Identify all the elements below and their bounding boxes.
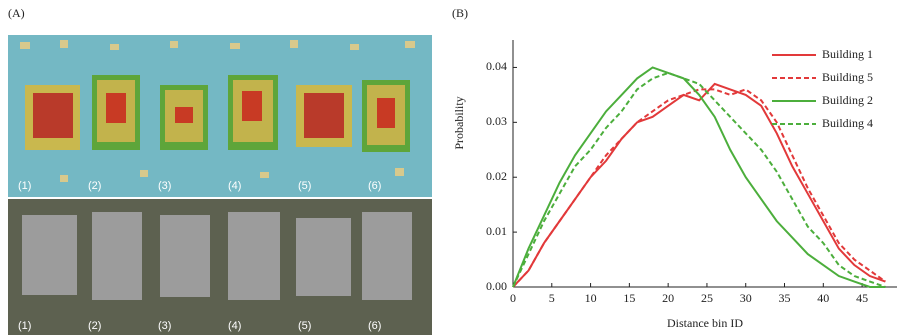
- house-label: (5): [298, 180, 311, 192]
- x-tick-label: 40: [817, 291, 829, 305]
- x-tick-label: 5: [549, 291, 555, 305]
- x-tick-label: 15: [623, 291, 635, 305]
- y-tick-label: 0.00: [486, 279, 507, 293]
- x-tick-label: 0: [510, 291, 516, 305]
- y-tick-label: 0.03: [486, 114, 507, 128]
- panel-label: (A): [8, 6, 25, 20]
- x-tick-label: 20: [662, 291, 674, 305]
- house-label: (1): [18, 320, 31, 332]
- legend-label: Building 1: [822, 47, 873, 61]
- x-tick-label: 25: [701, 291, 713, 305]
- x-axis-label: Distance bin ID: [667, 316, 743, 330]
- panel-label: (B): [452, 6, 468, 20]
- house-label: (2): [88, 180, 101, 192]
- y-tick-label: 0.01: [486, 224, 507, 238]
- house-label: (1): [18, 180, 31, 192]
- series-line: [512, 88, 886, 288]
- legend-label: Building 5: [822, 70, 873, 84]
- x-tick-label: 35: [779, 291, 791, 305]
- house-label: (4): [228, 320, 241, 332]
- x-tick-label: 45: [856, 291, 868, 305]
- house-label: (4): [228, 180, 241, 192]
- house-heights: [25, 75, 410, 152]
- y-tick-label: 0.02: [486, 169, 507, 183]
- x-tick-label: 10: [585, 291, 597, 305]
- house-label: (3): [158, 180, 171, 192]
- house-label: (3): [158, 320, 171, 332]
- house-label: (6): [368, 180, 381, 192]
- series-line: [512, 82, 886, 288]
- y-tick-label: 0.04: [486, 59, 507, 73]
- aerial-photo: [8, 199, 432, 335]
- trees: [20, 40, 415, 182]
- legend-label: Building 4: [822, 116, 873, 130]
- house-label: (6): [368, 320, 381, 332]
- house-label: (5): [298, 320, 311, 332]
- roofs: [22, 212, 412, 300]
- x-tick-label: 30: [740, 291, 752, 305]
- panel-a-image: (1) (2) (3) (4) (5) (6) (1) (2) (3) (4) …: [8, 35, 432, 335]
- series-line: [512, 71, 886, 288]
- legend-label: Building 2: [822, 93, 873, 107]
- series-line: [512, 66, 886, 288]
- y-axis-label: Probability: [452, 96, 466, 149]
- house-label: (2): [88, 320, 101, 332]
